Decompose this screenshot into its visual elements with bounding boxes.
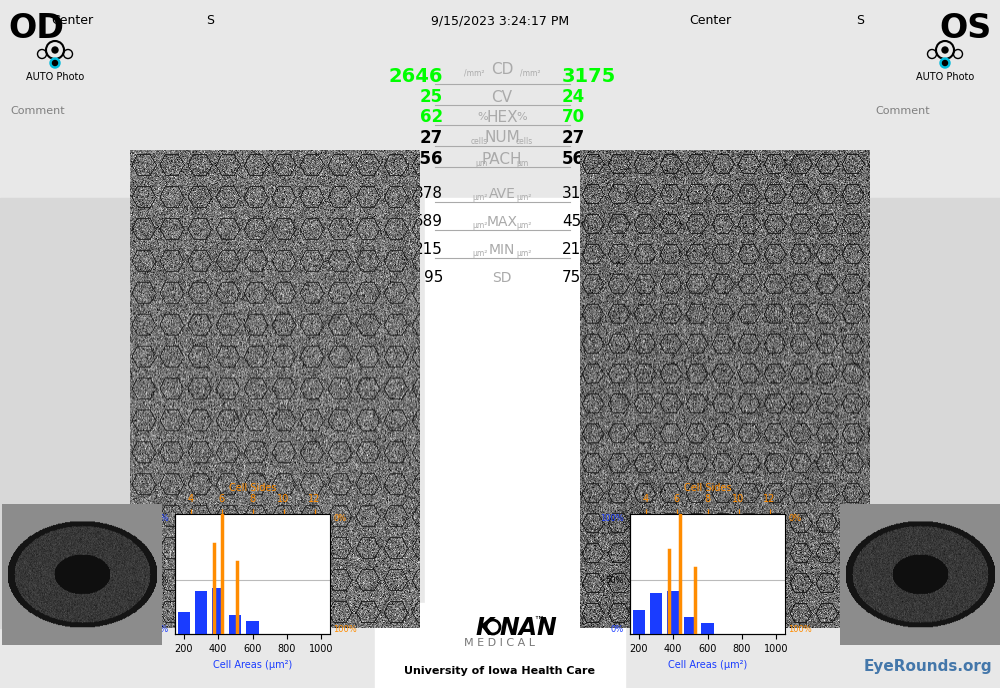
- Text: 0%: 0%: [333, 514, 346, 523]
- Text: ™: ™: [533, 616, 544, 626]
- Text: OS: OS: [940, 12, 992, 45]
- Text: 0%: 0%: [788, 514, 801, 523]
- Text: SD: SD: [492, 271, 512, 285]
- Text: K: K: [475, 616, 493, 640]
- Circle shape: [942, 47, 948, 53]
- Bar: [667, 590, 679, 634]
- Text: cells: cells: [471, 136, 488, 145]
- Text: CD: CD: [491, 63, 513, 78]
- Bar: [0, 198, 130, 628]
- Text: μm²: μm²: [516, 193, 531, 202]
- X-axis label: Cell Areas (μm²): Cell Areas (μm²): [213, 660, 292, 669]
- Bar: [701, 623, 714, 634]
- Bar: [650, 593, 662, 634]
- Text: 556: 556: [409, 150, 443, 168]
- Text: 27: 27: [562, 129, 585, 147]
- Bar: [425, 198, 580, 628]
- Circle shape: [940, 58, 950, 68]
- Text: 100%: 100%: [600, 514, 624, 523]
- Text: 589: 589: [414, 215, 443, 230]
- Text: AUTO Photo: AUTO Photo: [26, 72, 84, 82]
- Text: 378: 378: [414, 186, 443, 202]
- Text: μm²: μm²: [516, 248, 531, 257]
- Text: 75: 75: [562, 270, 581, 286]
- Bar: [178, 612, 190, 634]
- Text: μm²: μm²: [473, 248, 488, 257]
- Text: S: S: [856, 14, 864, 27]
- Text: 0%: 0%: [156, 625, 169, 634]
- Text: 25: 25: [420, 88, 443, 106]
- Text: AVE: AVE: [489, 187, 515, 201]
- Text: 27: 27: [420, 129, 443, 147]
- Text: 0%: 0%: [611, 625, 624, 634]
- Text: HEX: HEX: [486, 109, 518, 125]
- Bar: [212, 588, 224, 634]
- Text: 2646: 2646: [388, 67, 443, 85]
- Text: 9/15/2023 3:24:17 PM: 9/15/2023 3:24:17 PM: [431, 14, 569, 27]
- Text: S: S: [206, 14, 214, 27]
- Text: 3175: 3175: [562, 67, 616, 85]
- Text: CV: CV: [492, 89, 512, 105]
- Text: 50%: 50%: [605, 576, 624, 585]
- Text: 315: 315: [562, 186, 591, 202]
- Text: 560: 560: [562, 150, 596, 168]
- Text: NAN: NAN: [499, 616, 557, 640]
- Text: 70: 70: [562, 108, 585, 126]
- Bar: [375, 603, 625, 688]
- Bar: [633, 610, 645, 634]
- Text: AUTO Photo: AUTO Photo: [916, 72, 974, 82]
- Text: University of Iowa Health Care: University of Iowa Health Care: [404, 666, 596, 676]
- Text: %: %: [477, 112, 488, 122]
- Text: cells: cells: [516, 136, 533, 145]
- Text: 50%: 50%: [150, 576, 169, 585]
- Circle shape: [50, 58, 60, 68]
- Text: 24: 24: [562, 88, 585, 106]
- Text: Center: Center: [689, 14, 731, 27]
- Text: NUM: NUM: [484, 131, 520, 145]
- Text: Comment: Comment: [10, 106, 65, 116]
- Text: μm: μm: [476, 158, 488, 167]
- Text: MIN: MIN: [489, 243, 515, 257]
- Bar: [684, 617, 696, 634]
- X-axis label: Cell Areas (μm²): Cell Areas (μm²): [668, 660, 747, 669]
- Text: 100%: 100%: [788, 625, 812, 634]
- Text: 100%: 100%: [145, 514, 169, 523]
- Bar: [246, 621, 259, 634]
- Bar: [870, 198, 1000, 628]
- Circle shape: [942, 61, 948, 65]
- Bar: [195, 590, 207, 634]
- Text: OD: OD: [8, 12, 64, 45]
- Text: μm: μm: [516, 158, 528, 167]
- Text: /mm²: /mm²: [464, 69, 484, 78]
- Text: μm²: μm²: [516, 220, 531, 230]
- Text: 215: 215: [414, 242, 443, 257]
- Text: 100%: 100%: [333, 625, 357, 634]
- Text: 95: 95: [424, 270, 443, 286]
- Text: M E D I C A L: M E D I C A L: [464, 638, 536, 648]
- X-axis label: Cell Sides: Cell Sides: [684, 484, 731, 493]
- Circle shape: [52, 61, 58, 65]
- Text: Comment: Comment: [875, 106, 930, 116]
- Text: EyeRounds.org: EyeRounds.org: [863, 659, 992, 674]
- Text: /mm²: /mm²: [520, 69, 540, 78]
- Bar: [229, 614, 241, 634]
- Text: Center: Center: [51, 14, 93, 27]
- Text: MAX: MAX: [486, 215, 518, 229]
- Text: 62: 62: [420, 108, 443, 126]
- Text: μm²: μm²: [473, 193, 488, 202]
- Text: %: %: [516, 112, 527, 122]
- Text: 218: 218: [562, 242, 591, 257]
- Circle shape: [52, 47, 58, 53]
- Text: PACH: PACH: [482, 151, 522, 166]
- Text: 454: 454: [562, 215, 591, 230]
- Text: μm²: μm²: [473, 220, 488, 230]
- X-axis label: Cell Sides: Cell Sides: [229, 484, 276, 493]
